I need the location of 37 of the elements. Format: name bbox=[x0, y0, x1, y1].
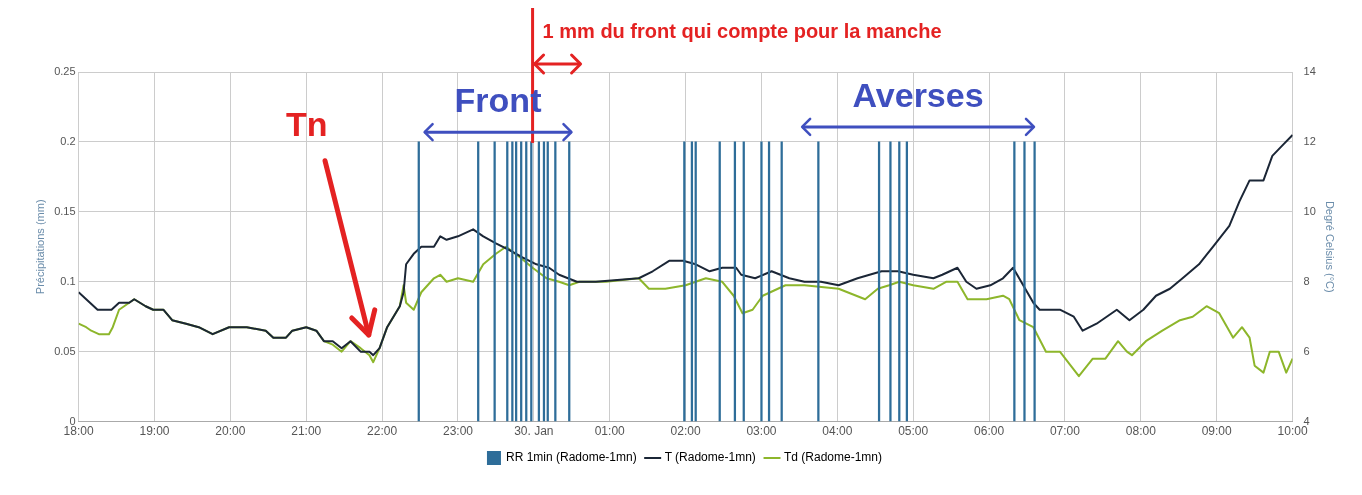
x-tick-label: 09:00 bbox=[1201, 424, 1233, 439]
x-tick-label: 01:00 bbox=[594, 424, 626, 439]
annotation: Tn bbox=[286, 104, 328, 143]
x-tick-label: 04:00 bbox=[822, 424, 853, 439]
y-tick-label: 0.25 bbox=[54, 65, 76, 78]
x-tick-label: 18:00 bbox=[63, 424, 94, 439]
ref-line-label: 1 mm du front qui compte pour la manche bbox=[542, 19, 942, 42]
x-tick-label: 10:00 bbox=[1277, 424, 1308, 439]
x-tick-label: 30. Jan bbox=[514, 424, 554, 439]
legend-label: Td (Radome-1mn) bbox=[784, 450, 883, 465]
x-tick-label: 07:00 bbox=[1049, 424, 1081, 439]
x-tick-label: 05:00 bbox=[898, 424, 929, 439]
y-tick-label: 0.15 bbox=[54, 204, 76, 217]
y2-tick-label: 8 bbox=[1303, 274, 1310, 287]
y2-tick-label: 14 bbox=[1303, 65, 1316, 78]
x-tick-label: 03:00 bbox=[746, 424, 777, 439]
y-tick-label: 0.2 bbox=[60, 134, 76, 147]
x-tick-label: 23:00 bbox=[442, 424, 474, 439]
x-tick-label: 20:00 bbox=[215, 424, 246, 439]
x-tick-label: 22:00 bbox=[367, 424, 398, 439]
y2-tick-label: 10 bbox=[1303, 204, 1316, 217]
legend-label: T (Radome-1mn) bbox=[664, 450, 756, 465]
x-tick-label: 08:00 bbox=[1125, 424, 1157, 439]
y-axis-title: Précipitations (mm) bbox=[33, 199, 46, 295]
y2-tick-label: 4 bbox=[1303, 414, 1310, 427]
y2-tick-label: 6 bbox=[1303, 344, 1310, 357]
x-tick-label: 21:00 bbox=[291, 424, 322, 439]
annotation: Averses bbox=[852, 75, 984, 114]
legend-label: RR 1min (Radome-1mn) bbox=[505, 450, 637, 465]
y2-axis-title: Degré Celsius (°C) bbox=[1324, 200, 1337, 293]
y-tick-label: 0.1 bbox=[60, 274, 76, 287]
y-tick-label: 0 bbox=[69, 414, 76, 427]
x-tick-label: 19:00 bbox=[139, 424, 170, 439]
x-tick-label: 02:00 bbox=[670, 424, 701, 439]
y-tick-label: 0.05 bbox=[54, 344, 76, 357]
x-tick-label: 06:00 bbox=[974, 424, 1005, 439]
y2-tick-label: 12 bbox=[1303, 134, 1316, 147]
